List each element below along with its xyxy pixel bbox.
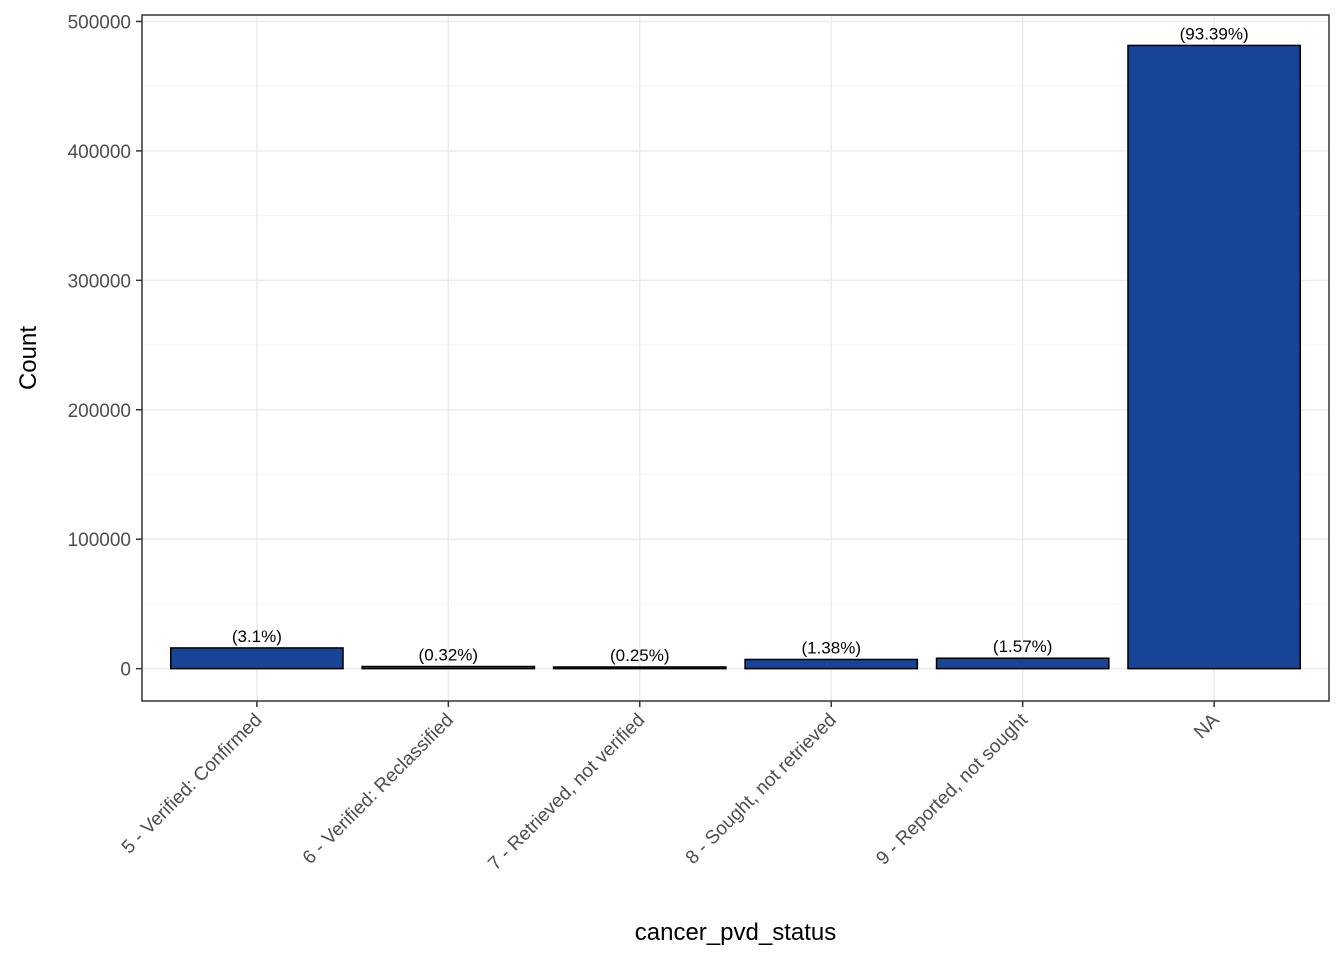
data-label: (0.25%) xyxy=(610,646,670,665)
x-tick-label: 8 - Sought, not retrieved xyxy=(682,710,841,869)
y-tick-label: 100000 xyxy=(68,530,131,551)
x-tick-label: 5 - Verified: Confirmed xyxy=(118,710,267,859)
x-tick-label: 6 - Verified: Reclassified xyxy=(299,710,458,869)
axis-ticks: 0 100000 200000 300000 400000 500000 5 - Verif… xyxy=(68,12,1224,874)
data-label: (1.57%) xyxy=(993,637,1053,656)
y-tick-label: 300000 xyxy=(68,271,131,292)
data-label: (1.38%) xyxy=(801,638,861,657)
data-label: (3.1%) xyxy=(232,627,282,646)
bar xyxy=(935,657,1110,670)
x-tick-label: 9 - Reported, not sought xyxy=(872,709,1032,869)
y-tick-label: 200000 xyxy=(68,401,131,422)
data-label: (0.32%) xyxy=(419,646,479,665)
data-labels: (3.1%) (0.32%) (0.25%) (1.38%) (1.57%) (93.39… xyxy=(232,24,1249,665)
y-tick-label: 0 xyxy=(120,660,131,681)
panel-border xyxy=(141,14,1330,702)
y-axis-title: Count xyxy=(15,326,42,390)
bar xyxy=(1127,44,1302,670)
y-tick-label: 400000 xyxy=(68,142,131,163)
data-label: (93.39%) xyxy=(1180,24,1249,43)
bar xyxy=(744,658,919,670)
x-tick-label: 7 - Retrieved, not verified xyxy=(484,710,649,875)
bar xyxy=(361,665,536,670)
bar xyxy=(552,666,727,670)
bar xyxy=(169,647,344,670)
bars xyxy=(169,44,1302,670)
x-axis-title: cancer_pvd_status xyxy=(635,919,836,946)
y-tick-label: 500000 xyxy=(68,12,131,33)
x-tick-label: NA xyxy=(1190,709,1224,743)
